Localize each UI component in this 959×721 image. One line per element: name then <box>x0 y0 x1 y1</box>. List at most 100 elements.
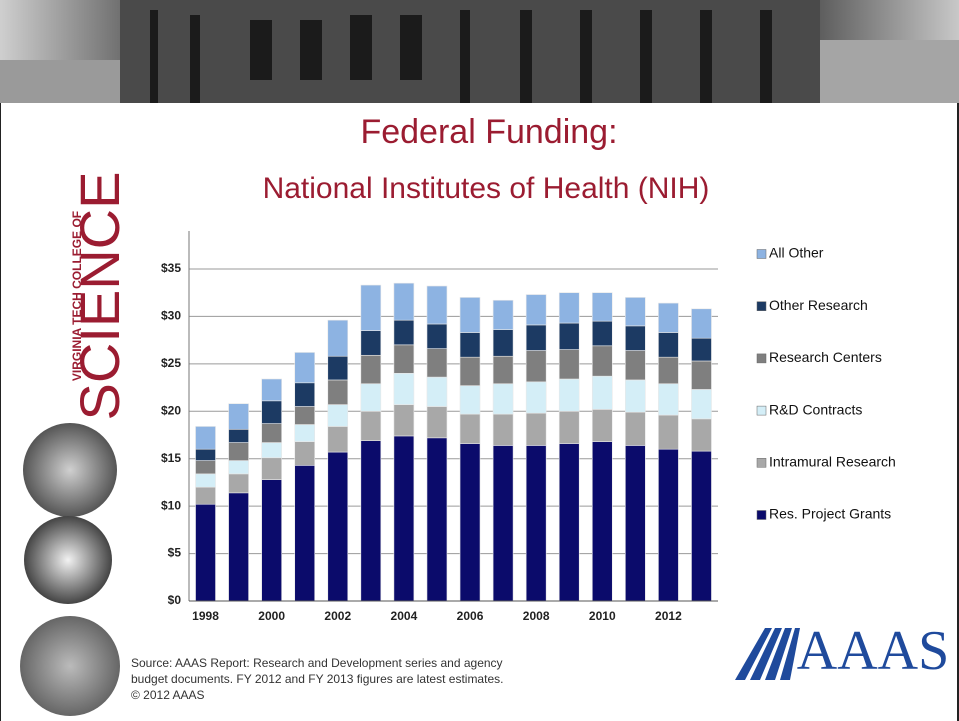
bar-segment <box>361 411 381 440</box>
legend-label: All Other <box>769 245 824 261</box>
x-tick-label: 2012 <box>655 609 682 623</box>
bar-segment <box>493 330 513 357</box>
legend-label: Res. Project Grants <box>769 506 891 522</box>
bar-segment <box>262 424 282 443</box>
bar-segment <box>526 382 546 413</box>
x-tick-label: 2000 <box>258 609 285 623</box>
bar-segment <box>559 323 579 350</box>
legend-swatch <box>757 354 766 363</box>
bar-segment <box>493 300 513 329</box>
bar-segment <box>625 326 645 351</box>
x-tick-label: 1998 <box>192 609 219 623</box>
bar-segment <box>658 384 678 415</box>
bar-segment <box>328 405 348 427</box>
bar-segment <box>526 413 546 445</box>
y-tick-label: $10 <box>161 498 181 512</box>
bar-segment <box>658 303 678 332</box>
y-tick-label: $20 <box>161 403 181 417</box>
bar-segment <box>328 320 348 356</box>
x-tick-label: 2002 <box>324 609 351 623</box>
bar-segment <box>493 414 513 445</box>
bar-segment <box>394 320 414 345</box>
legend-swatch <box>757 458 766 467</box>
x-tick-label: 2010 <box>589 609 616 623</box>
source-line: budget documents. FY 2012 and FY 2013 fi… <box>131 672 503 686</box>
bar-segment <box>691 361 711 389</box>
y-tick-label: $25 <box>161 356 181 370</box>
banner-photo <box>0 0 959 103</box>
bar-segment <box>361 384 381 412</box>
bar-segment <box>196 449 216 460</box>
photo-circle <box>23 423 117 517</box>
bar-segment <box>625 412 645 445</box>
bar-segment <box>625 445 645 601</box>
bar-segment <box>295 442 315 466</box>
source-line: Source: AAAS Report: Research and Develo… <box>131 656 503 670</box>
bar-segment <box>394 345 414 373</box>
bar-segment <box>460 386 480 414</box>
bar-segment <box>625 380 645 412</box>
bar-segment <box>559 379 579 411</box>
bar-segment <box>691 419 711 451</box>
bar-segment <box>427 377 447 406</box>
bar-segment <box>559 350 579 379</box>
bar-segment <box>592 293 612 321</box>
bar-segment <box>196 504 216 601</box>
bar-segment <box>262 458 282 480</box>
bar-segment <box>229 429 249 442</box>
y-tick-label: $30 <box>161 309 181 323</box>
bar-segment <box>295 407 315 425</box>
bar-segment <box>328 356 348 380</box>
bar-segment <box>196 426 216 449</box>
bar-segment <box>361 355 381 383</box>
bar-segment <box>328 452 348 601</box>
bar-segment <box>295 465 315 601</box>
bar-segment <box>526 325 546 351</box>
bar-segment <box>394 436 414 601</box>
slide-subtitle: National Institutes of Health (NIH) <box>263 172 710 205</box>
bar-segment <box>559 293 579 323</box>
bar-segment <box>229 404 249 430</box>
bar-segment <box>493 384 513 414</box>
bar-segment <box>625 297 645 325</box>
bar-segment <box>361 331 381 356</box>
bar-segment <box>460 444 480 601</box>
bar-segment <box>592 442 612 601</box>
aaas-mark <box>735 628 800 680</box>
bar-segment <box>526 445 546 601</box>
bar-segment <box>493 356 513 384</box>
bar-segment <box>262 480 282 601</box>
bar-segment <box>196 474 216 487</box>
bar-segment <box>295 425 315 442</box>
legend-label: Research Centers <box>769 349 882 365</box>
bar-segment <box>559 444 579 601</box>
legend-label: R&D Contracts <box>769 401 862 417</box>
slide: Federal Funding: National Institutes of … <box>0 0 959 721</box>
logo-main: SCIENCE <box>68 172 131 421</box>
bar-segment <box>196 461 216 474</box>
bar-segment <box>361 285 381 331</box>
legend-swatch <box>757 302 766 311</box>
bar-segment <box>295 383 315 407</box>
bar-segment <box>229 443 249 461</box>
bar-segment <box>361 441 381 601</box>
bar-segment <box>460 357 480 385</box>
x-tick-label: 2006 <box>457 609 484 623</box>
bar-segment <box>196 487 216 504</box>
bar-segment <box>427 286 447 324</box>
legend-swatch <box>757 250 766 259</box>
x-tick-label: 2004 <box>391 609 418 623</box>
bar-segment <box>427 324 447 349</box>
legend-swatch <box>757 511 766 520</box>
bar-segment <box>658 415 678 449</box>
bar-segment <box>262 443 282 458</box>
legend-label: Other Research <box>769 297 868 313</box>
bar-segment <box>427 438 447 601</box>
bar-segment <box>493 445 513 601</box>
bar-segment <box>229 474 249 493</box>
bar-segment <box>328 426 348 452</box>
bar-segment <box>427 407 447 438</box>
bar-segment <box>592 409 612 441</box>
bar-segment <box>460 414 480 443</box>
bar-segment <box>691 389 711 418</box>
